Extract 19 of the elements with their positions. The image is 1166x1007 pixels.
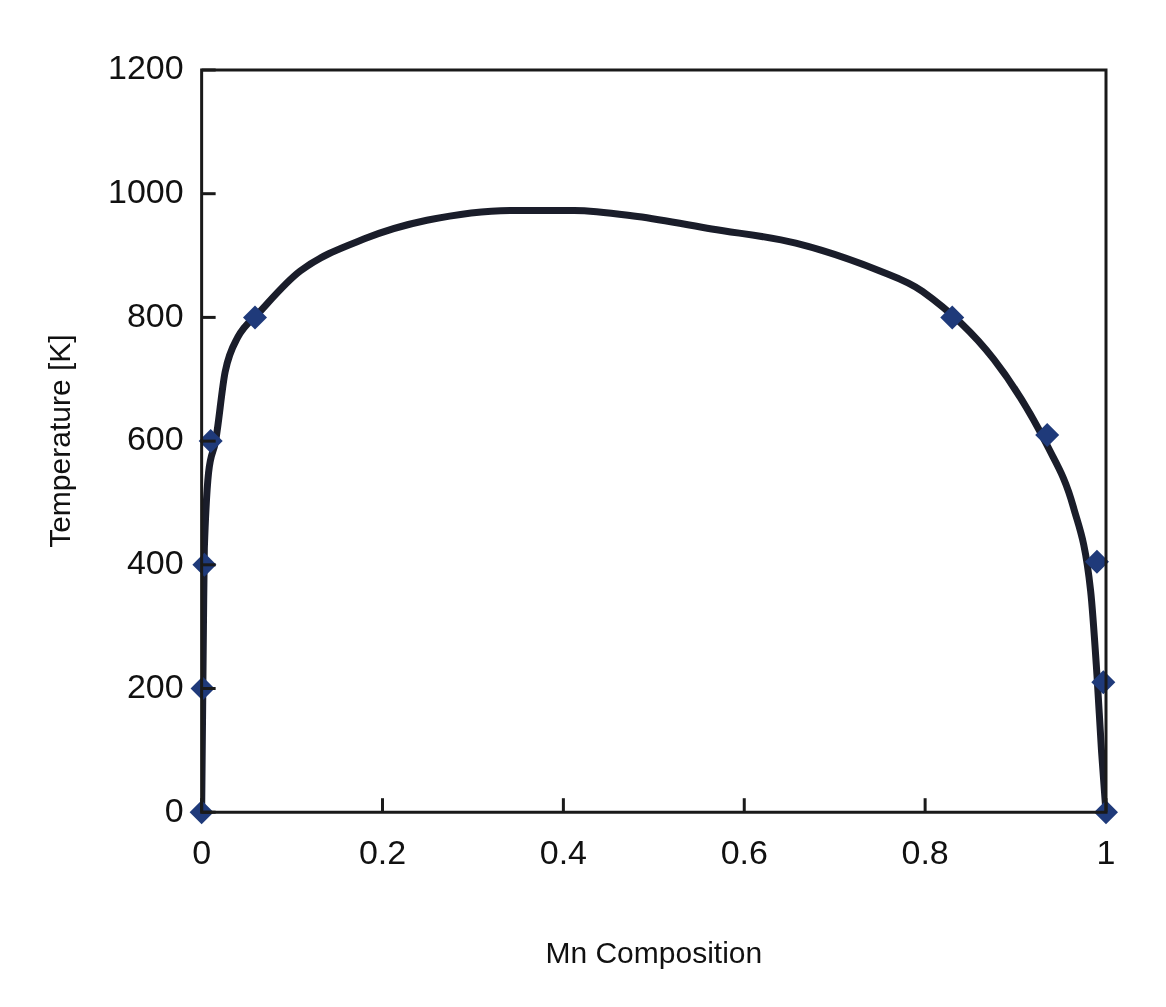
point [940, 305, 965, 330]
y-tick-label: 1000 [108, 172, 184, 211]
x-tick-label: 0.8 [901, 832, 949, 871]
point [1035, 422, 1060, 447]
x-tick-label: 0.4 [539, 832, 588, 871]
y-tick-label: 1200 [108, 48, 184, 87]
y-axis-title: Temperature [K] [43, 334, 77, 548]
x-axis-title: Mn Composition [545, 936, 763, 970]
x-tick-label: 0.2 [358, 832, 407, 871]
y-tick-label: 800 [126, 295, 184, 334]
y-tick-label: 600 [126, 419, 184, 458]
point [1084, 549, 1109, 574]
x-tick-label: 1 [1096, 832, 1116, 871]
y-tick-label: 200 [126, 666, 184, 705]
y-tick-label: 400 [126, 543, 184, 582]
x-tick-label: 0.6 [720, 832, 768, 871]
y-tick-label: 0 [164, 790, 184, 829]
point [242, 305, 267, 330]
x-tick-label: 0 [192, 832, 212, 871]
